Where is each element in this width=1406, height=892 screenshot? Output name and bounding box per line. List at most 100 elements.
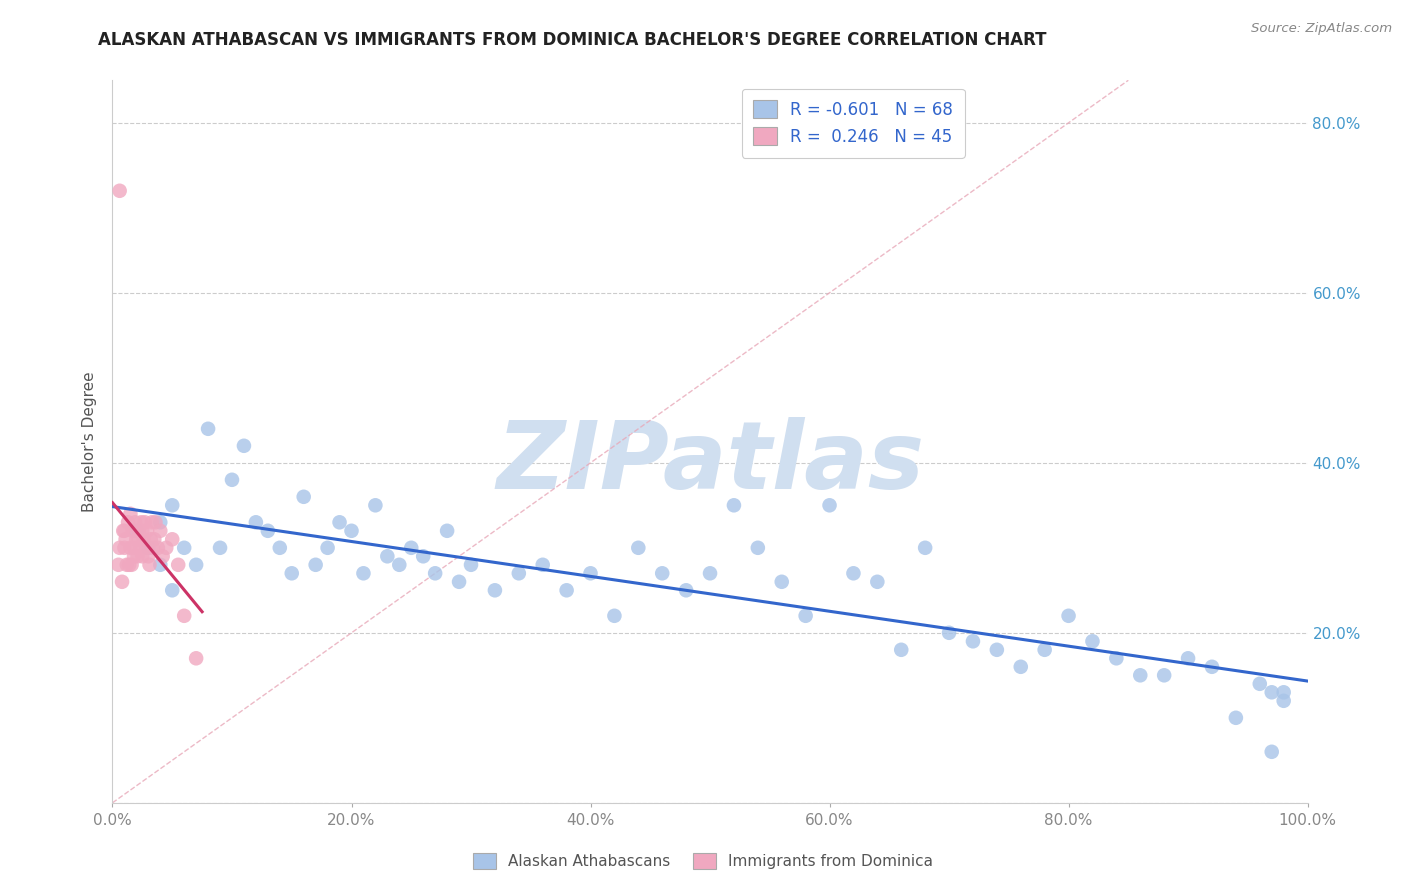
Point [129,541,152,555]
Point [425,566,447,581]
Point [131,549,153,564]
Point [134,516,156,530]
Legend: R = -0.601   N = 68, R =  0.246   N = 45: R = -0.601 N = 68, R = 0.246 N = 45 [742,88,965,158]
Text: Source: ZipAtlas.com: Source: ZipAtlas.com [1251,22,1392,36]
Point [627,541,650,555]
Y-axis label: Bachelor's Degree: Bachelor's Degree [82,371,97,512]
Point [329,516,352,530]
Point [281,566,304,581]
Point [141,516,163,530]
Point [167,558,190,572]
Point [107,558,129,572]
Point [138,549,160,564]
Point [131,524,153,538]
Point [699,566,721,581]
Point [364,498,387,512]
Point [155,541,177,555]
Point [125,533,148,547]
Point [122,541,145,555]
Point [866,574,889,589]
Point [292,490,315,504]
Point [436,524,458,538]
Point [305,558,328,572]
Point [114,541,135,555]
Point [173,608,195,623]
Point [938,625,960,640]
Point [138,541,160,555]
Point [146,541,169,555]
Point [1177,651,1199,665]
Point [1249,677,1271,691]
Point [138,558,160,572]
Point [603,608,626,623]
Point [1033,642,1056,657]
Point [723,498,745,512]
Point [118,558,141,572]
Point [508,566,530,581]
Point [269,541,291,555]
Point [257,524,280,538]
Point [986,642,1008,657]
Point [120,507,142,521]
Point [115,558,138,572]
Point [1261,685,1284,699]
Point [152,549,174,564]
Point [1057,608,1080,623]
Point [125,524,148,538]
Point [162,583,183,598]
Point [173,541,195,555]
Point [352,566,374,581]
Point [1261,745,1284,759]
Text: ALASKAN ATHABASCAN VS IMMIGRANTS FROM DOMINICA BACHELOR'S DEGREE CORRELATION CHA: ALASKAN ATHABASCAN VS IMMIGRANTS FROM DO… [98,31,1047,49]
Legend: Alaskan Athabascans, Immigrants from Dominica: Alaskan Athabascans, Immigrants from Dom… [467,847,939,875]
Point [149,524,172,538]
Point [316,541,339,555]
Point [340,524,363,538]
Point [747,541,769,555]
Point [412,549,434,564]
Point [245,516,267,530]
Point [132,533,155,547]
Point [209,541,232,555]
Point [233,439,256,453]
Point [120,541,142,555]
Point [484,583,506,598]
Point [108,541,131,555]
Point [128,533,150,547]
Point [531,558,554,572]
Point [1081,634,1104,648]
Point [221,473,243,487]
Point [127,549,149,564]
Point [651,566,673,581]
Point [149,558,172,572]
Point [377,549,399,564]
Point [114,524,135,538]
Point [135,541,157,555]
Point [117,516,139,530]
Point [962,634,984,648]
Point [579,566,602,581]
Point [842,566,865,581]
Point [108,184,131,198]
Point [142,541,165,555]
Point [186,558,208,572]
Text: ZIPatlas: ZIPatlas [496,417,924,509]
Point [121,558,143,572]
Point [1105,651,1128,665]
Point [675,583,697,598]
Point [145,516,167,530]
Point [555,583,578,598]
Point [388,558,411,572]
Point [122,549,145,564]
Point [794,608,817,623]
Point [447,574,470,589]
Point [139,533,162,547]
Point [162,498,183,512]
Point [129,516,152,530]
Point [149,516,172,530]
Point [770,574,793,589]
Point [121,524,143,538]
Point [401,541,423,555]
Point [114,533,136,547]
Point [1153,668,1175,682]
